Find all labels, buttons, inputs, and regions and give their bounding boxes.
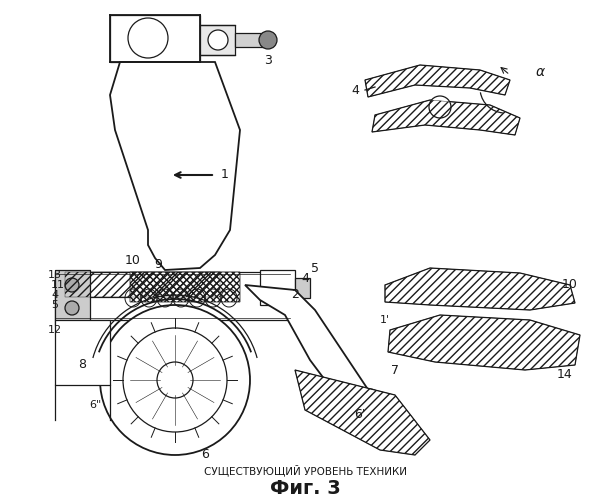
Text: СУЩЕСТВУЮЩИЙ УРОВЕНЬ ТЕХНИКИ: СУЩЕСТВУЮЩИЙ УРОВЕНЬ ТЕХНИКИ bbox=[203, 464, 406, 476]
Text: 5: 5 bbox=[311, 261, 319, 274]
Text: α: α bbox=[535, 65, 544, 79]
Text: 4: 4 bbox=[301, 271, 309, 284]
Circle shape bbox=[259, 31, 277, 49]
Text: 11: 11 bbox=[51, 280, 65, 290]
Text: 2: 2 bbox=[291, 288, 299, 301]
Polygon shape bbox=[295, 278, 310, 298]
Circle shape bbox=[157, 362, 193, 398]
Polygon shape bbox=[365, 65, 510, 97]
Polygon shape bbox=[372, 100, 520, 135]
Circle shape bbox=[128, 18, 168, 58]
Text: 4: 4 bbox=[51, 290, 59, 300]
Circle shape bbox=[65, 301, 79, 315]
Text: 10: 10 bbox=[125, 253, 141, 266]
Text: 14: 14 bbox=[557, 368, 573, 382]
Polygon shape bbox=[110, 15, 200, 62]
Polygon shape bbox=[130, 272, 240, 302]
Text: 1': 1' bbox=[380, 315, 390, 325]
Polygon shape bbox=[65, 272, 220, 297]
Text: 5: 5 bbox=[51, 300, 59, 310]
Polygon shape bbox=[55, 270, 90, 325]
Polygon shape bbox=[235, 33, 265, 47]
Polygon shape bbox=[55, 272, 290, 320]
Text: 6": 6" bbox=[89, 400, 101, 410]
Text: 3: 3 bbox=[264, 53, 272, 66]
Circle shape bbox=[352, 389, 384, 421]
Polygon shape bbox=[385, 268, 575, 310]
Text: 6': 6' bbox=[354, 409, 366, 422]
Text: 13: 13 bbox=[48, 270, 62, 280]
Circle shape bbox=[429, 96, 451, 118]
Text: 6: 6 bbox=[201, 449, 209, 462]
Polygon shape bbox=[260, 270, 295, 305]
Text: 7: 7 bbox=[391, 363, 399, 377]
Text: Фиг. 3: Фиг. 3 bbox=[269, 479, 340, 498]
Text: 1: 1 bbox=[221, 169, 229, 182]
Polygon shape bbox=[295, 370, 430, 455]
Text: 12: 12 bbox=[48, 325, 62, 335]
Polygon shape bbox=[200, 25, 235, 55]
Text: 4: 4 bbox=[351, 83, 359, 96]
Text: 8: 8 bbox=[78, 358, 86, 371]
Polygon shape bbox=[388, 315, 580, 370]
Text: 9: 9 bbox=[154, 258, 162, 271]
Circle shape bbox=[123, 328, 227, 432]
Circle shape bbox=[100, 305, 250, 455]
Polygon shape bbox=[245, 285, 375, 415]
Circle shape bbox=[358, 395, 378, 415]
Polygon shape bbox=[55, 320, 110, 385]
Text: 10: 10 bbox=[562, 278, 578, 291]
Polygon shape bbox=[110, 62, 240, 270]
Circle shape bbox=[65, 278, 79, 292]
Circle shape bbox=[208, 30, 228, 50]
